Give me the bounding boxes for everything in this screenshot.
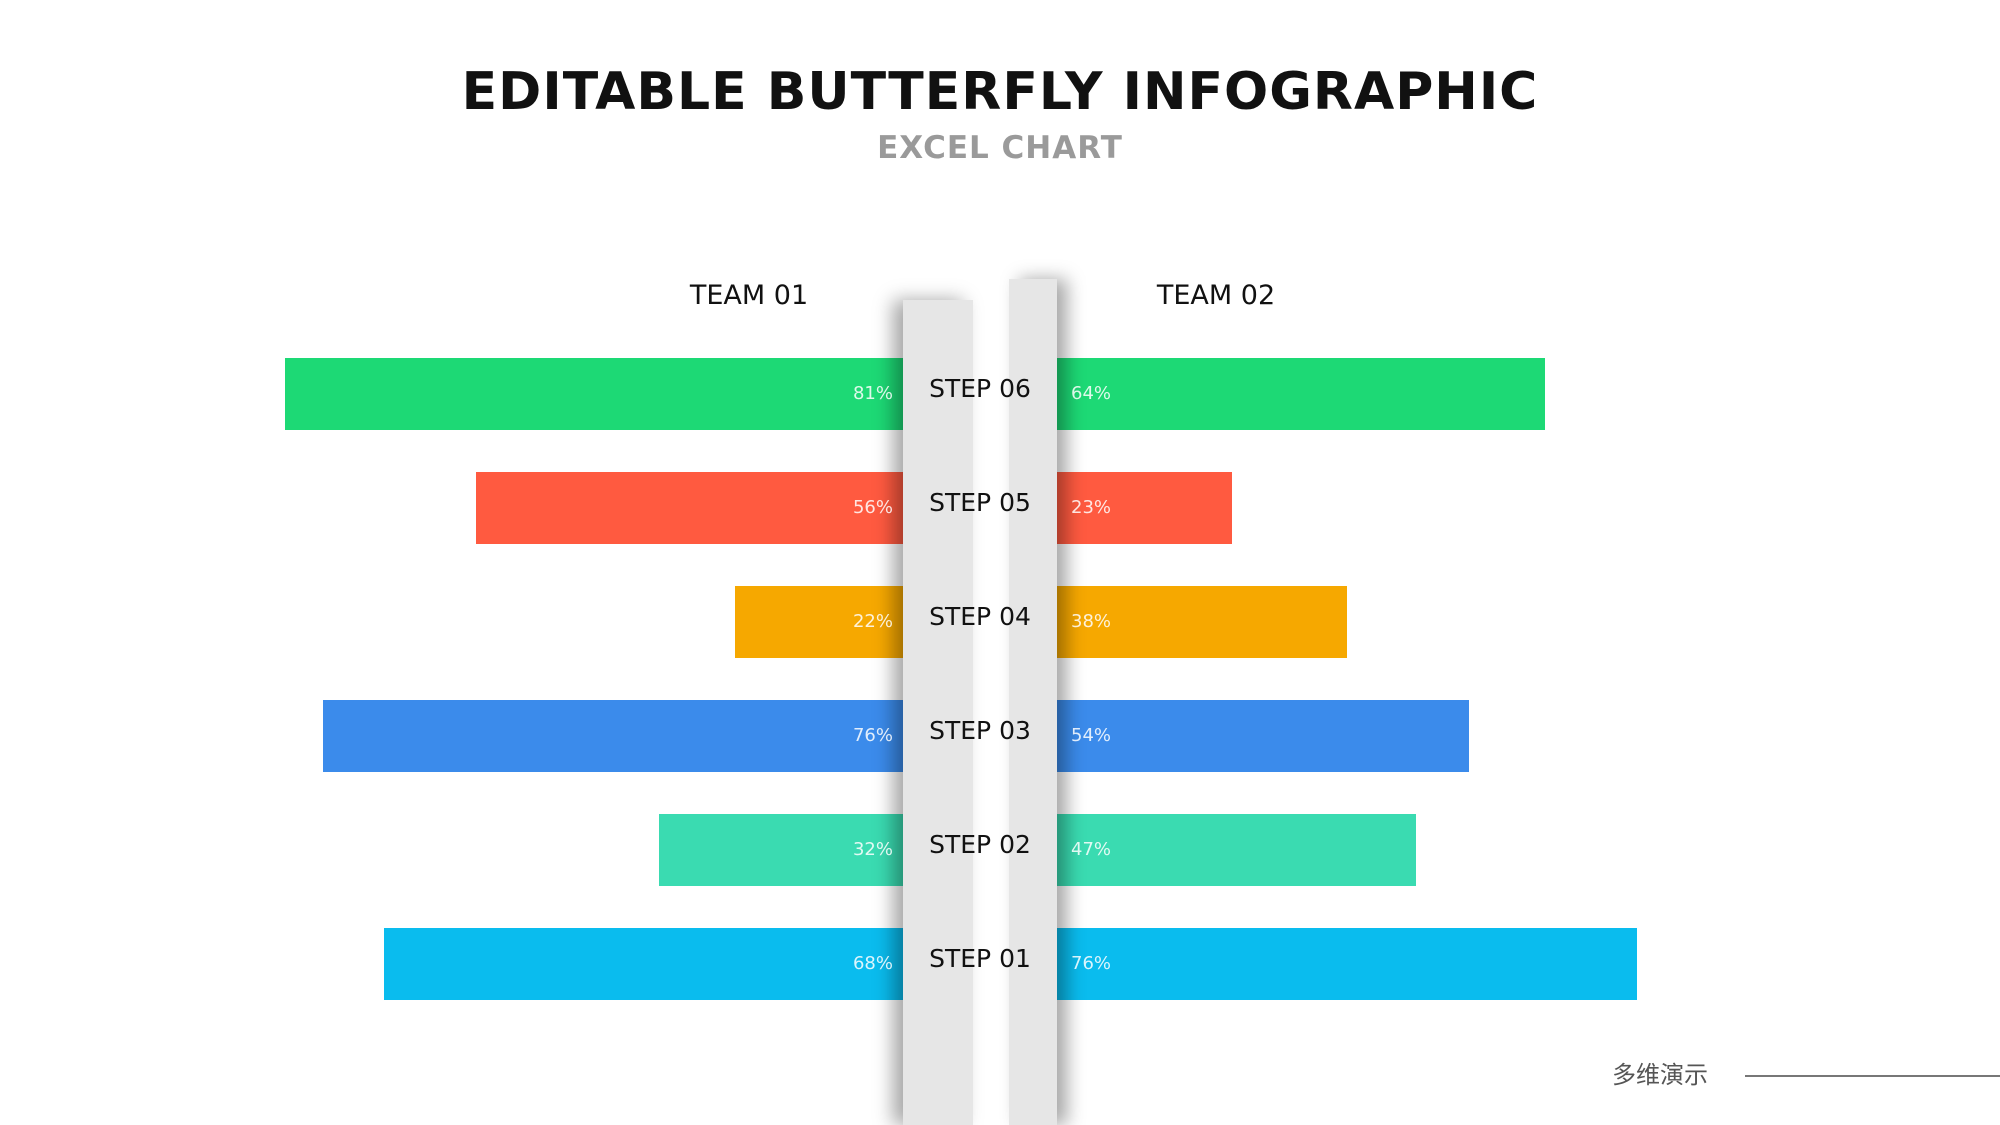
category-label: STEP 04 <box>929 602 1031 631</box>
bar-team-02-step-01 <box>1057 928 1637 1000</box>
bar-team-02-step-02 <box>1057 814 1416 886</box>
legend-team-01: TEAM 01 <box>689 280 809 311</box>
data-label-team-01: 32% <box>852 839 893 860</box>
legend-team-02: TEAM 02 <box>1156 280 1276 311</box>
bar-team-02-step-06 <box>1057 358 1546 430</box>
chart-subtitle: EXCEL CHART <box>877 130 1123 166</box>
bar-team-01-step-02 <box>658 814 903 886</box>
bar-team-01-step-06 <box>284 358 903 430</box>
bar-team-02-step-04 <box>1057 586 1347 658</box>
data-label-team-02: 54% <box>1071 725 1112 746</box>
bar-team-01-step-04 <box>735 586 903 658</box>
bar-team-01-step-01 <box>384 928 903 1000</box>
data-label-team-01: 68% <box>852 953 893 974</box>
category-label: STEP 05 <box>929 488 1031 517</box>
right-center-pillar <box>1009 279 1057 1125</box>
footer-divider <box>1745 1075 2000 1077</box>
bar-team-01-step-03 <box>323 700 903 772</box>
bar-team-01-step-05 <box>475 472 903 544</box>
chart-title: EDITABLE BUTTERFLY INFOGRAPHIC <box>461 62 1539 122</box>
data-label-team-01: 76% <box>852 725 893 746</box>
data-label-team-02: 38% <box>1071 611 1112 632</box>
data-label-team-02: 64% <box>1071 383 1112 404</box>
data-label-team-02: 76% <box>1071 953 1112 974</box>
category-label: STEP 01 <box>929 944 1031 973</box>
left-center-pillar <box>903 300 973 1125</box>
bar-team-02-step-03 <box>1057 700 1470 772</box>
footer-brand: 多维演示 <box>1612 1061 1708 1089</box>
bar-team-02-step-05 <box>1057 472 1233 544</box>
category-label: STEP 02 <box>929 830 1031 859</box>
category-label: STEP 06 <box>929 374 1031 403</box>
data-label-team-01: 81% <box>852 383 893 404</box>
category-label: STEP 03 <box>929 716 1031 745</box>
data-label-team-01: 56% <box>852 497 893 518</box>
data-label-team-02: 47% <box>1071 839 1112 860</box>
data-label-team-01: 22% <box>852 611 893 632</box>
data-label-team-02: 23% <box>1071 497 1112 518</box>
